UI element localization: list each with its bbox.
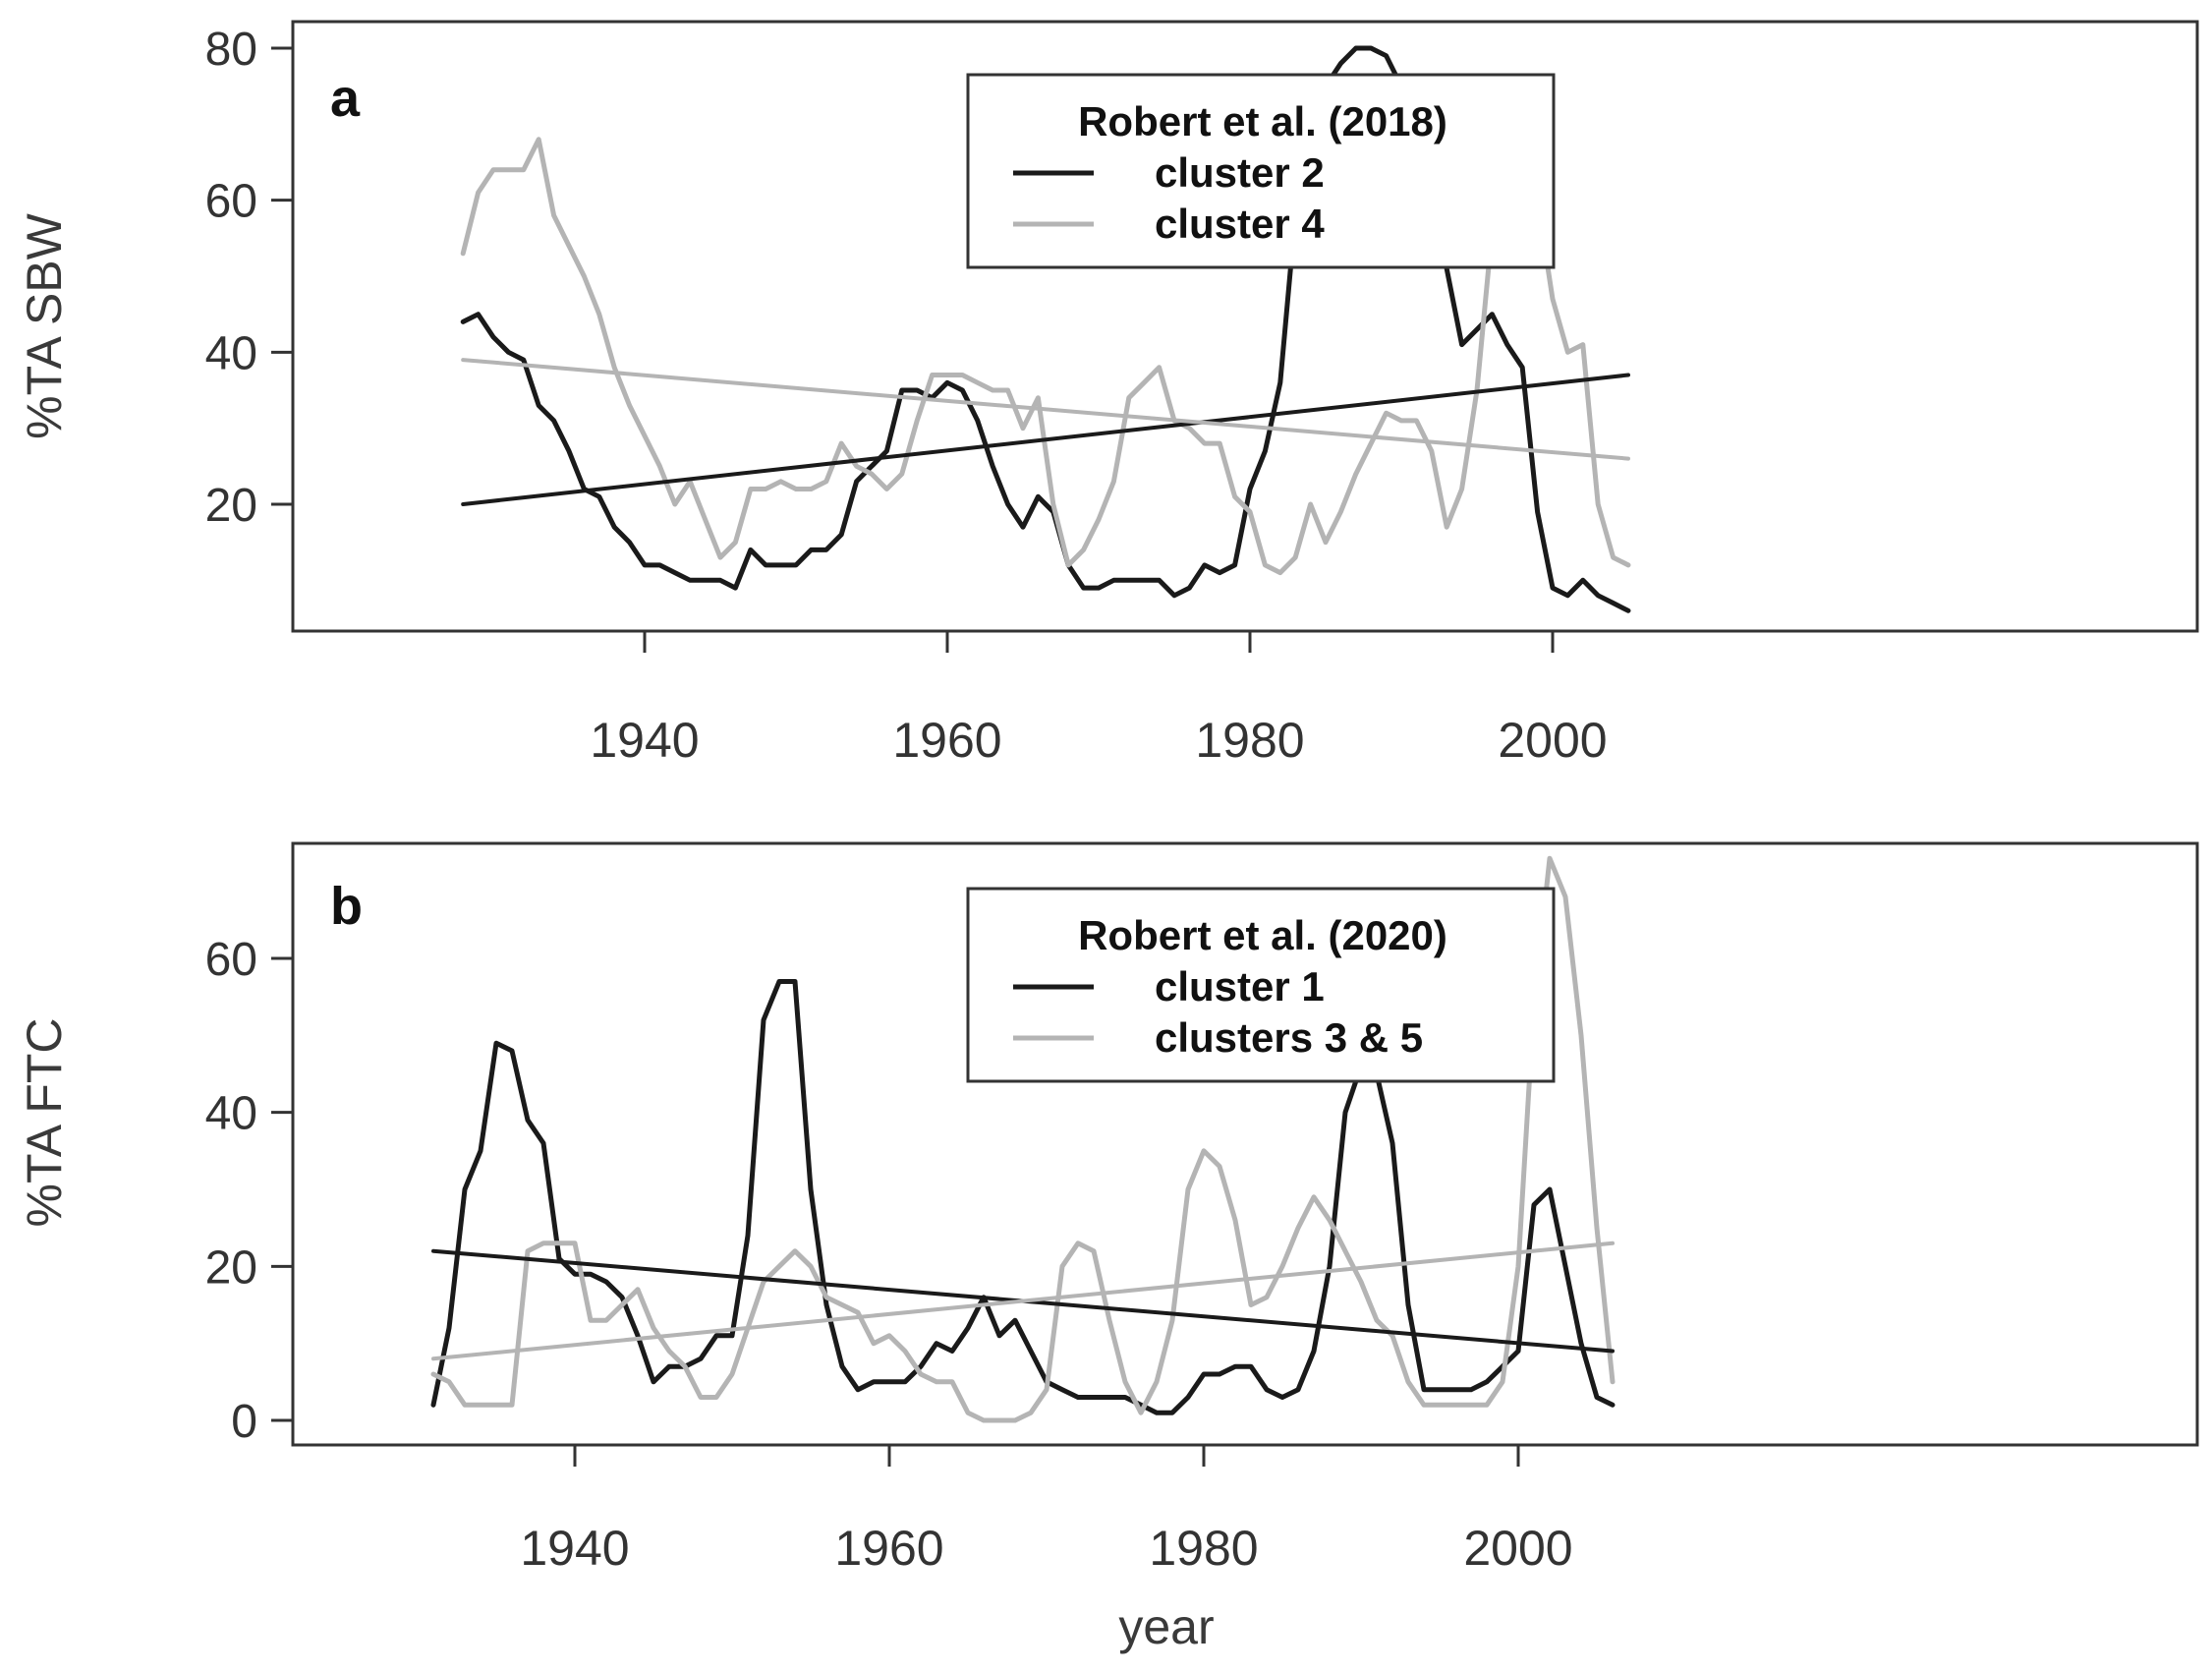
panel-a: 20 40 60 80 1940 1960 1980 2000 %TA SBW a Robert e…	[17, 20, 2199, 768]
y-tick-label: 80	[205, 24, 257, 76]
series-line-cluster-1	[430, 979, 1616, 1415]
series-line-cluster-2-trend	[461, 373, 1630, 506]
legend-label: cluster 1	[1155, 963, 1325, 1010]
x-tick-label: 1960	[892, 713, 1001, 768]
y-axis-label: %TA SBW	[17, 212, 72, 438]
y-tick-label: 40	[205, 327, 257, 379]
series-line-clusters-3-5	[430, 855, 1616, 1423]
y-tick-label: 20	[205, 480, 257, 532]
y-tick-label: 40	[205, 1088, 257, 1140]
y-tick-label: 60	[205, 934, 257, 986]
y-tick-label: 0	[231, 1396, 257, 1448]
legend: Robert et al. (2018) cluster 2 cluster 4	[966, 73, 1556, 269]
series-line-cluster-4	[460, 137, 1631, 576]
series-line-cluster-4-trend	[461, 358, 1630, 461]
panel-label: a	[330, 69, 361, 128]
panel-b: 0 20 40 60 1940 1960 1980 2000 %TA FTC year b Rober…	[17, 841, 2199, 1654]
x-tick-label: 1940	[590, 713, 699, 768]
x-tick-label: 1980	[1149, 1521, 1258, 1576]
x-tick-label: 2000	[1463, 1521, 1572, 1576]
x-axis-label: year	[1118, 1599, 1214, 1654]
legend-label: cluster 4	[1155, 201, 1325, 247]
x-tick-label: 1960	[834, 1521, 943, 1576]
x-tick-label: 1940	[520, 1521, 629, 1576]
panel-label: b	[330, 877, 363, 936]
y-axis-label: %TA FTC	[17, 1018, 72, 1228]
y-tick-label: 60	[205, 176, 257, 228]
legend-label: clusters 3 & 5	[1155, 1014, 1423, 1061]
legend-label: cluster 2	[1155, 149, 1325, 196]
x-tick-label: 1980	[1195, 713, 1304, 768]
x-tick-label: 2000	[1498, 713, 1607, 768]
y-tick-label: 20	[205, 1241, 257, 1294]
legend-title: Robert et al. (2020)	[1078, 912, 1447, 958]
series-line-clusters-3-5-trend	[431, 1240, 1615, 1361]
legend-title: Robert et al. (2018)	[1078, 98, 1447, 144]
